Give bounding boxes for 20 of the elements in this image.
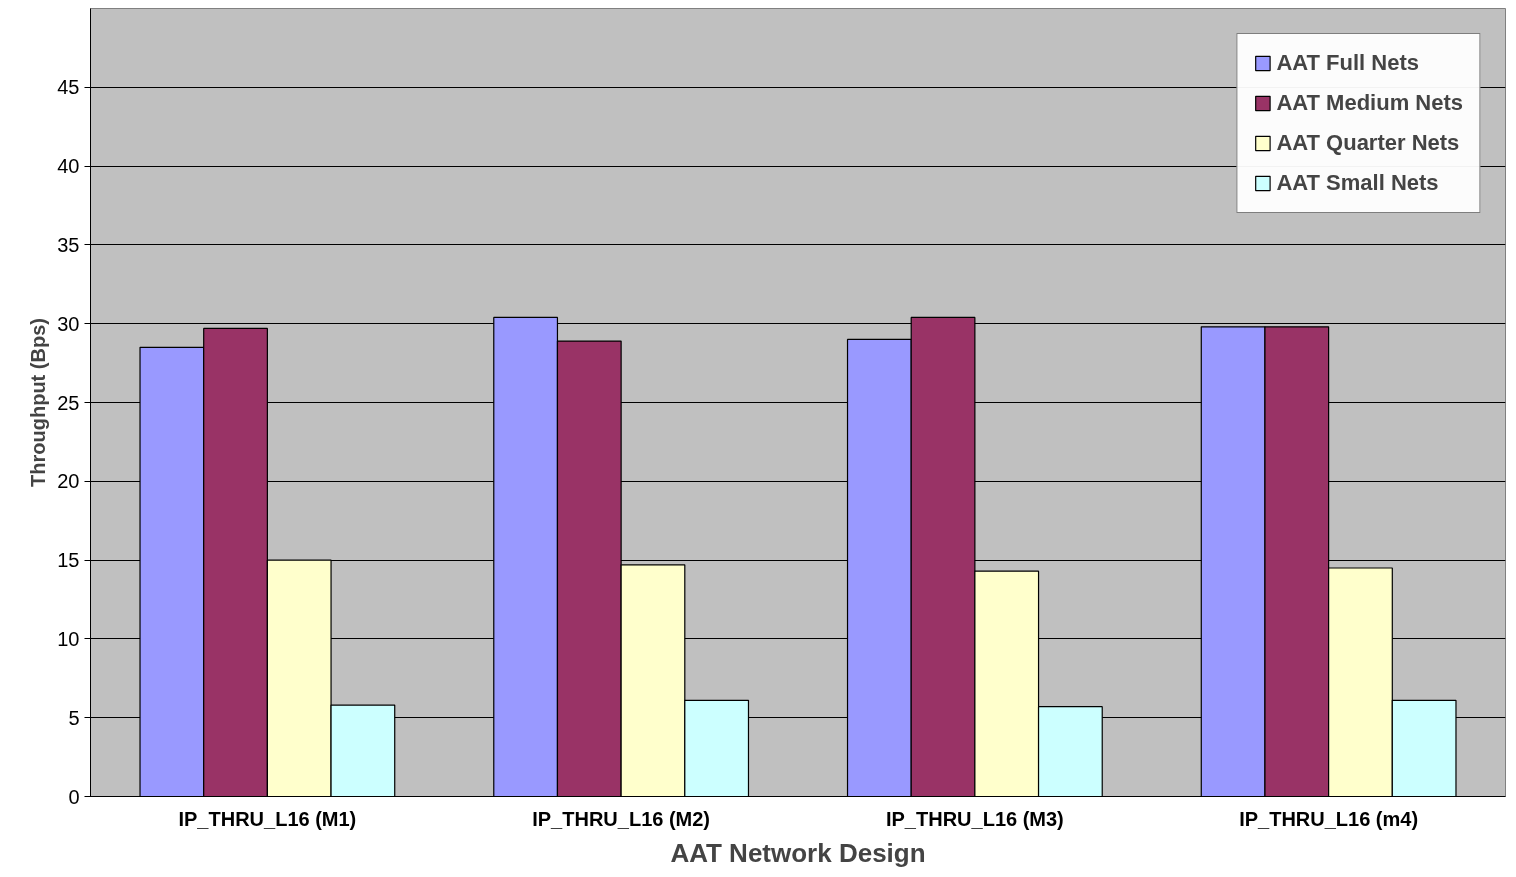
legend-label: AAT Medium Nets <box>1276 90 1463 116</box>
x-tick-label: IP_THRU_L16 (M2) <box>532 807 711 830</box>
y-tick-label: 5 <box>68 706 80 729</box>
x-tick-label: IP_THRU_L16 (M1) <box>178 807 357 830</box>
x-axis-title: AAT Network Design <box>670 837 926 868</box>
legend-label: AAT Small Nets <box>1276 170 1439 196</box>
y-tick-label: 15 <box>57 549 80 572</box>
y-tick-label: 40 <box>57 155 80 178</box>
y-tick-label: 0 <box>68 785 80 808</box>
x-tick-label: IP_THRU_L16 (m4) <box>1239 807 1419 830</box>
y-axis-title: Throughput (Bps) <box>27 318 50 487</box>
y-tick-label: 25 <box>57 391 80 414</box>
y-tick-label: 35 <box>57 233 80 256</box>
y-tick-label: 10 <box>57 627 80 650</box>
y-tick-label: 30 <box>57 312 80 335</box>
legend-label: AAT Quarter Nets <box>1276 130 1460 156</box>
y-tick-label: 20 <box>57 470 80 493</box>
legend-label: AAT Full Nets <box>1276 50 1419 76</box>
x-tick-label: IP_THRU_L16 (M3) <box>885 807 1064 830</box>
y-tick-label: 45 <box>57 76 80 99</box>
